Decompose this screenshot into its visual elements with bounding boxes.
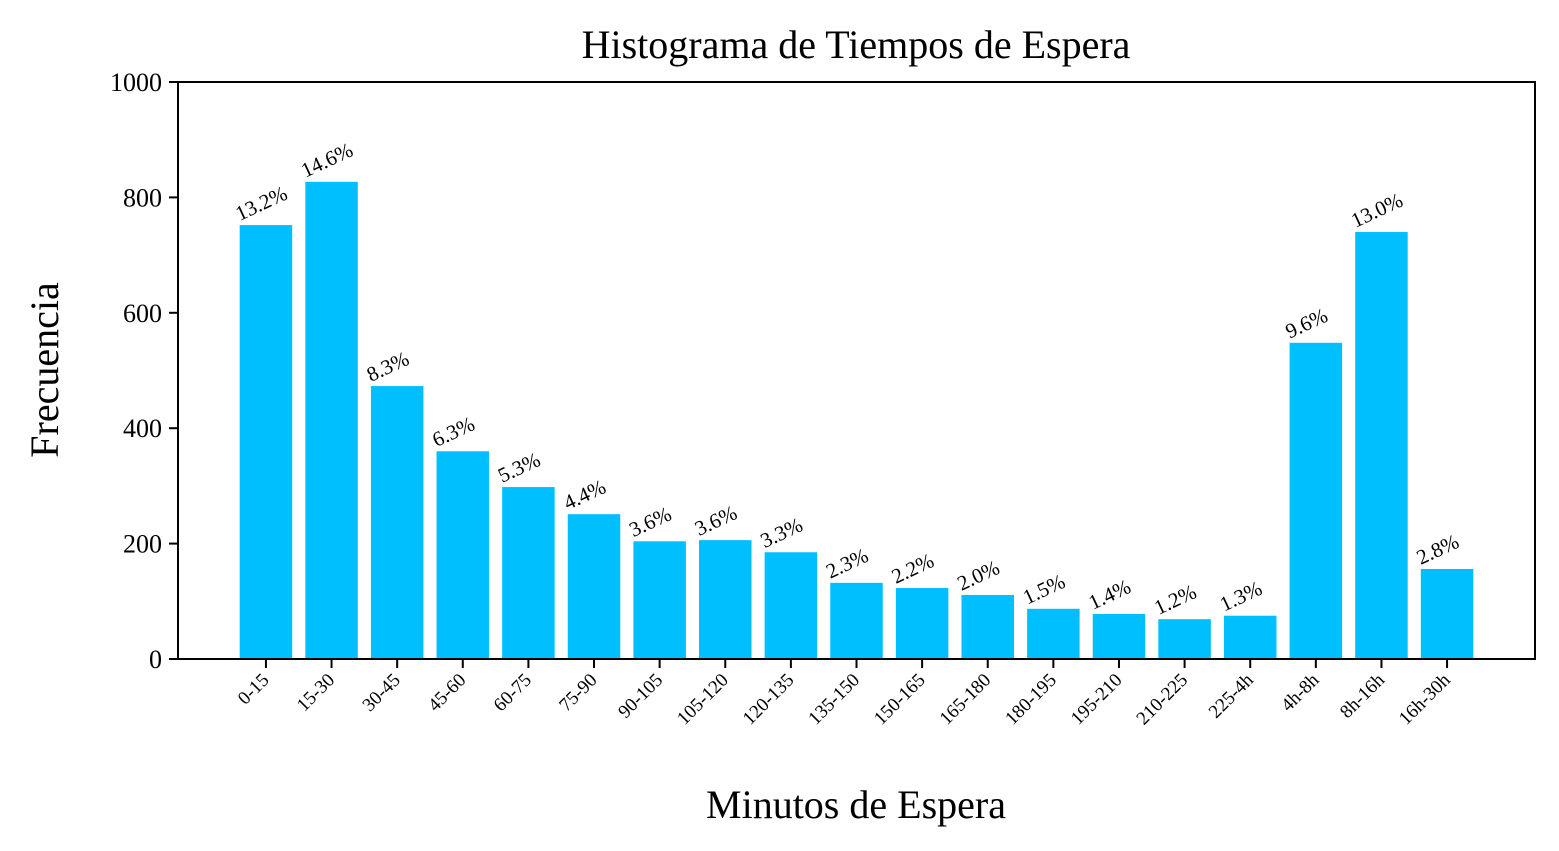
x-tick-label: 195-210 bbox=[1067, 670, 1127, 730]
bar-annotation: 1.5% bbox=[1019, 569, 1069, 609]
bar bbox=[1223, 615, 1277, 659]
bar-annotation: 1.2% bbox=[1150, 579, 1200, 619]
plot-frame bbox=[177, 81, 1536, 660]
bar-annotation: 3.6% bbox=[625, 502, 675, 542]
x-tick-label: 30-45 bbox=[359, 670, 405, 716]
bar bbox=[895, 588, 949, 659]
bar-annotation: 2.2% bbox=[888, 548, 938, 588]
bar-annotation: 2.8% bbox=[1413, 529, 1463, 569]
x-tick-label: 105-120 bbox=[673, 670, 733, 730]
bar-annotation: 14.6% bbox=[297, 138, 356, 183]
y-tick-label: 1000 bbox=[110, 68, 162, 97]
x-tick-label: 0-15 bbox=[234, 670, 273, 709]
bar bbox=[1027, 608, 1080, 659]
y-tick-label: 400 bbox=[123, 414, 162, 443]
x-tick-label: 75-90 bbox=[555, 670, 601, 716]
bar-annotation: 2.0% bbox=[953, 555, 1003, 595]
bar bbox=[764, 552, 818, 659]
x-tick-label: 15-30 bbox=[293, 670, 339, 716]
y-tick-label: 600 bbox=[123, 299, 162, 328]
bar bbox=[502, 487, 555, 659]
chart-title: Histograma de Tiempos de Espera bbox=[582, 22, 1131, 67]
bar bbox=[436, 451, 490, 659]
bar-annotation: 3.3% bbox=[757, 513, 807, 553]
x-tick-label: 120-135 bbox=[739, 670, 799, 730]
x-axis-label: Minutos de Espera bbox=[706, 782, 1006, 827]
y-tick-label: 0 bbox=[149, 645, 162, 674]
bar bbox=[1355, 232, 1408, 659]
x-tick-label: 45-60 bbox=[424, 670, 470, 716]
bar-annotation: 9.6% bbox=[1282, 303, 1332, 343]
x-tick-label: 225-4h bbox=[1205, 669, 1258, 722]
bar-annotation: 13.2% bbox=[232, 181, 291, 226]
x-tick-label: 150-165 bbox=[870, 670, 930, 730]
bar-annotation: 5.3% bbox=[494, 447, 544, 487]
bar bbox=[1289, 342, 1343, 659]
y-tick-label: 800 bbox=[123, 183, 162, 212]
x-tick-label: 135-150 bbox=[804, 670, 864, 730]
x-tick-label: 4h-8h bbox=[1277, 669, 1324, 716]
y-tick-label: 200 bbox=[123, 530, 162, 559]
bar-annotation: 8.3% bbox=[363, 346, 413, 386]
x-tick-label: 60-75 bbox=[490, 670, 536, 716]
x-tick-label: 210-225 bbox=[1133, 670, 1193, 730]
bar bbox=[1420, 568, 1474, 659]
bar bbox=[699, 540, 752, 659]
x-tick-label: 8h-16h bbox=[1336, 669, 1389, 722]
bar bbox=[961, 594, 1014, 659]
bar bbox=[567, 514, 621, 659]
bar bbox=[1158, 619, 1211, 659]
x-tick-label: 90-105 bbox=[614, 670, 667, 723]
bar-annotation: 2.3% bbox=[822, 543, 872, 583]
bar-annotation: 3.6% bbox=[691, 500, 741, 540]
x-tick-label: 180-195 bbox=[1001, 670, 1061, 730]
bar bbox=[239, 225, 293, 659]
x-tick-label: 165-180 bbox=[936, 670, 996, 730]
bar-annotation: 1.3% bbox=[1216, 576, 1266, 616]
bar-annotation: 13.0% bbox=[1347, 188, 1406, 233]
bar bbox=[633, 541, 686, 659]
bar bbox=[1092, 613, 1146, 659]
bar bbox=[830, 582, 883, 659]
bar-annotation: 4.4% bbox=[560, 474, 610, 514]
x-tick-label: 16h-30h bbox=[1395, 669, 1455, 729]
bar bbox=[370, 386, 424, 659]
bar-annotation: 1.4% bbox=[1085, 574, 1135, 614]
bar bbox=[305, 181, 358, 660]
y-axis-label: Frecuencia bbox=[22, 282, 67, 458]
bar-annotation: 6.3% bbox=[429, 412, 479, 452]
